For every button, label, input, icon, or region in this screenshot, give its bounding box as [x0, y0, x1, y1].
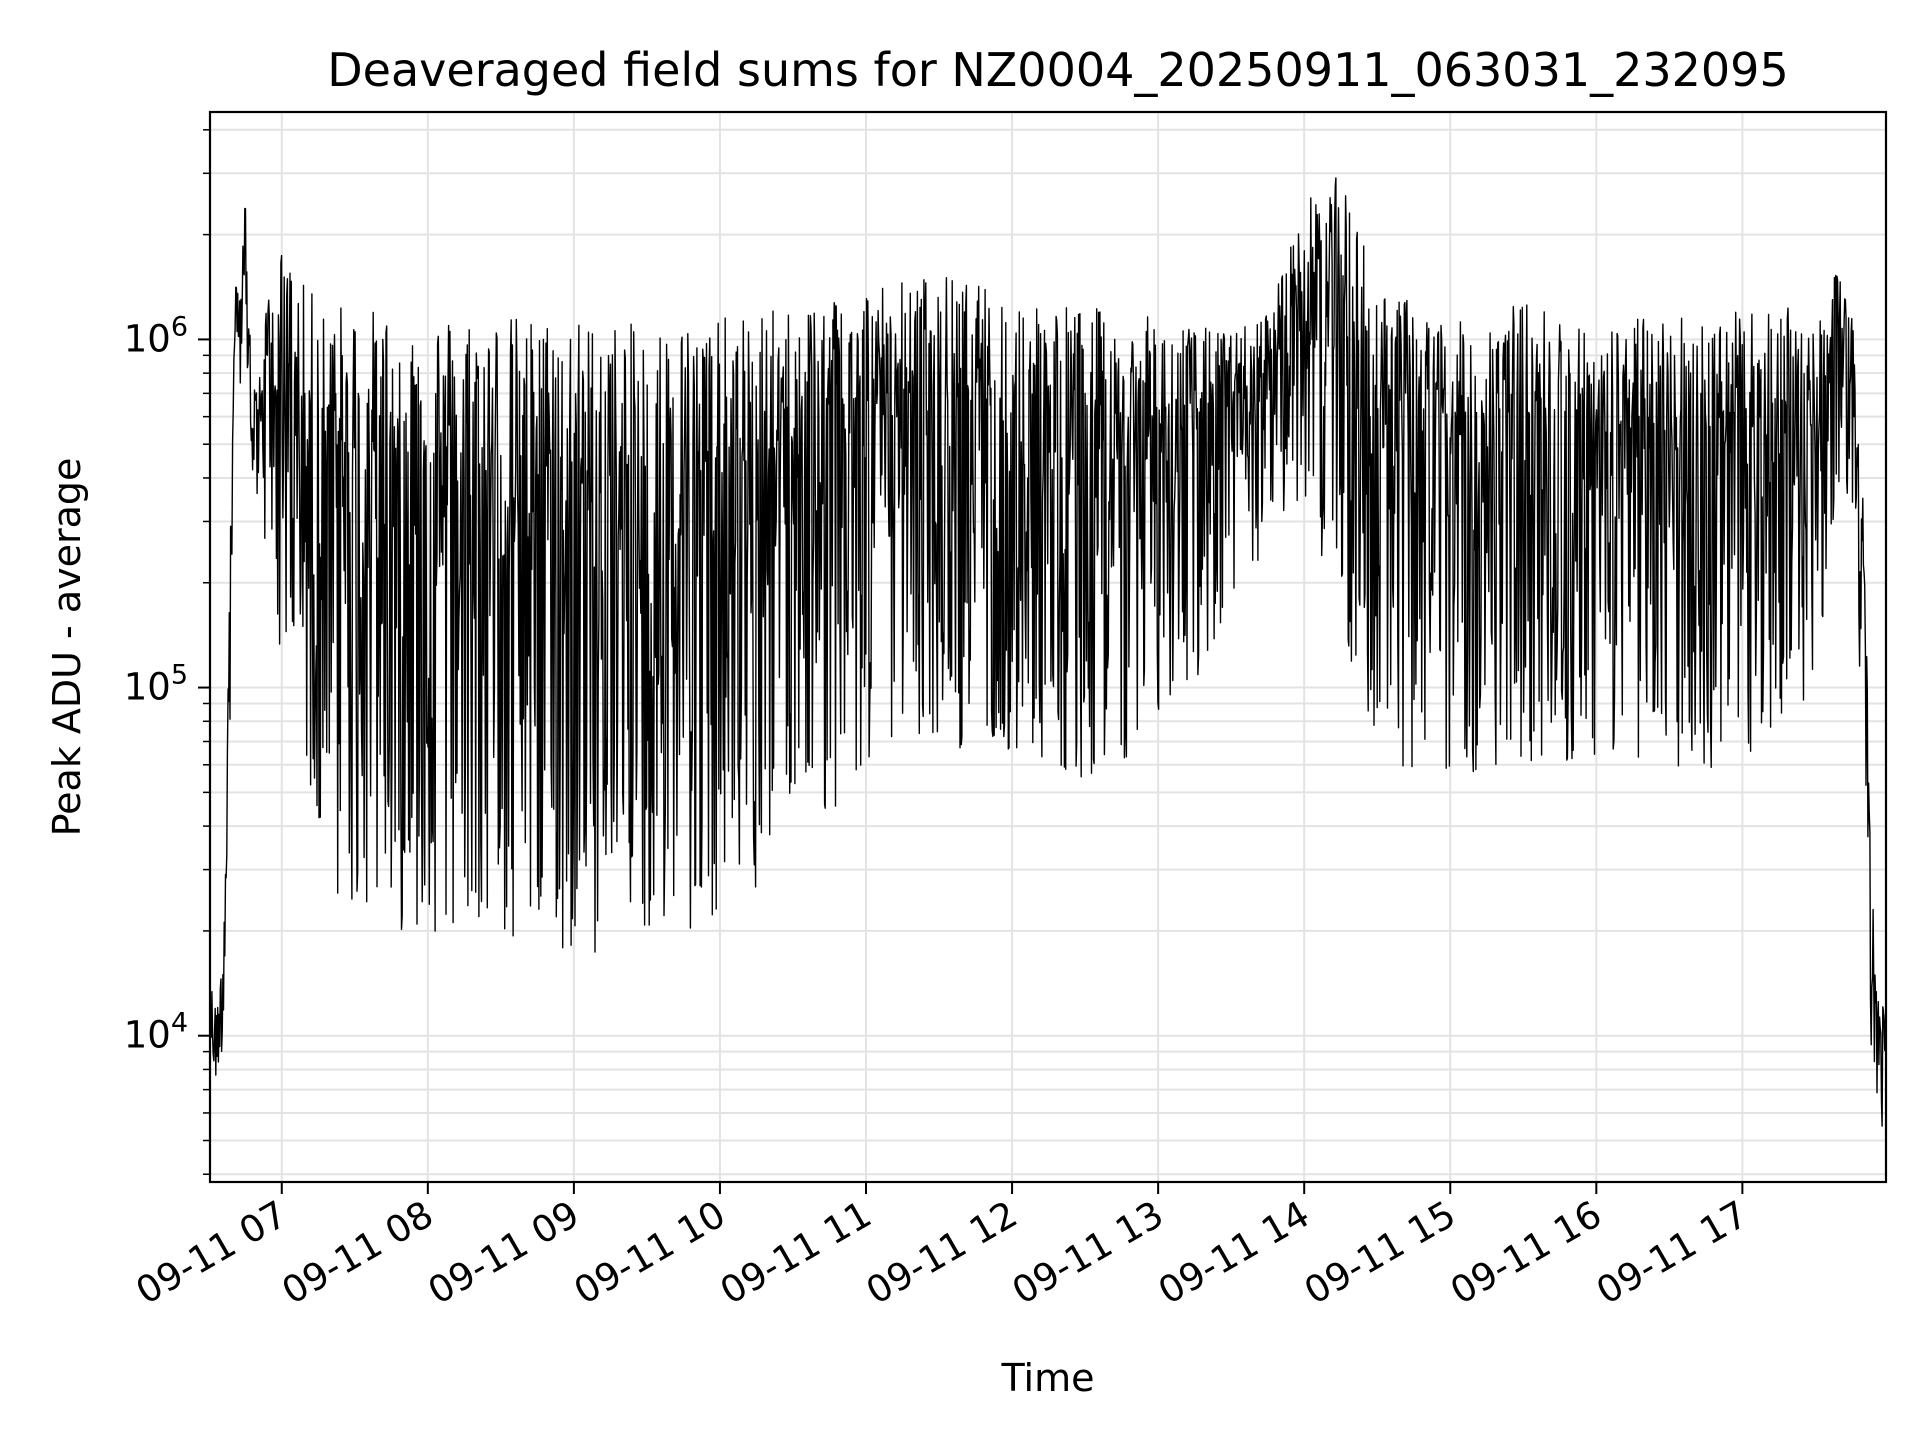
- plot-frame: [208, 110, 1888, 1184]
- y-tick-label: 105: [124, 660, 188, 709]
- x-axis-label: Time: [1001, 1356, 1095, 1400]
- chart-title: Deaveraged field sums for NZ0004_2025091…: [327, 43, 1788, 97]
- y-tick-label: 106: [124, 311, 188, 360]
- data-line: [209, 177, 1887, 1127]
- y-tick-label: 104: [124, 1008, 188, 1057]
- data-line-layer: [209, 177, 1887, 1127]
- y-axis-label: Peak ADU - average: [45, 458, 89, 837]
